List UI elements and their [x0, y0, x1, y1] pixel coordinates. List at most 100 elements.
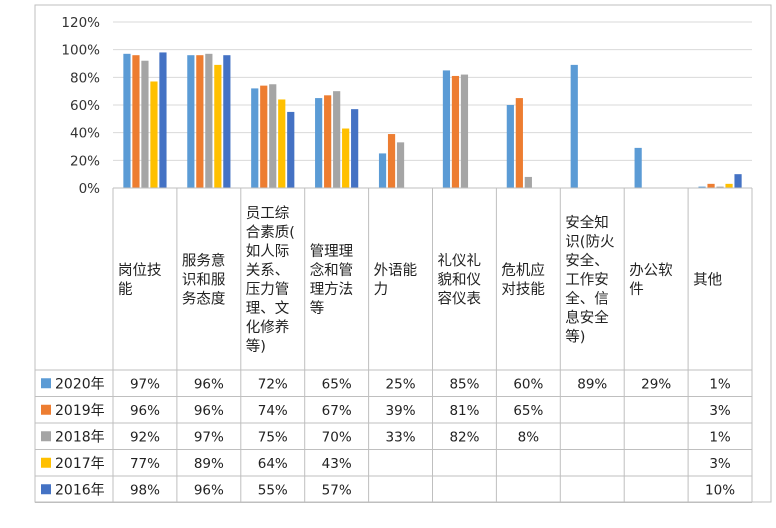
data-label: 39% — [386, 403, 416, 419]
category-label: 员工综 — [246, 205, 290, 222]
data-label: 98% — [130, 482, 160, 498]
data-label: 65% — [513, 403, 543, 419]
data-label: 96% — [194, 403, 224, 419]
legend-swatch — [41, 431, 51, 442]
legend-swatch — [41, 378, 51, 389]
bar — [396, 142, 405, 188]
category-label: 岗位技 — [118, 262, 162, 279]
bar — [159, 52, 167, 188]
bar — [698, 186, 706, 188]
bar — [123, 53, 131, 188]
category-label: 识(防火 — [565, 234, 614, 251]
category-label: 能 — [118, 281, 133, 298]
category-label: 容仪表 — [438, 291, 482, 308]
data-label: 55% — [258, 482, 288, 498]
category-label: 其他 — [693, 272, 722, 289]
category-label: 外语能 — [374, 262, 418, 279]
legend-label: 2019年 — [55, 403, 105, 419]
data-label: 96% — [130, 403, 160, 419]
category-label: 息安全 — [565, 309, 609, 327]
bar — [524, 176, 532, 188]
data-label: 60% — [513, 376, 543, 392]
category-label: 理、文 — [246, 300, 290, 317]
legend-label: 2017年 — [55, 456, 105, 472]
bar — [214, 64, 222, 188]
data-label: 85% — [449, 376, 479, 392]
bar — [506, 105, 514, 188]
bar — [260, 85, 268, 188]
category-label: 礼仪礼 — [438, 253, 482, 270]
bar — [351, 109, 359, 188]
bar — [387, 134, 396, 188]
data-label: 89% — [194, 456, 224, 472]
category-label: 全、信 — [565, 290, 609, 308]
y-tick-label: 20% — [70, 153, 100, 169]
bar — [634, 147, 642, 188]
category-label: 办公软 — [629, 262, 673, 279]
legend-swatch — [41, 404, 51, 415]
data-label: 8% — [518, 429, 540, 445]
data-label: 77% — [130, 456, 160, 472]
bar — [734, 174, 742, 188]
bar — [451, 75, 460, 188]
category-label: 合素质( — [246, 224, 295, 241]
category-label: 务态度 — [182, 291, 226, 308]
bar — [278, 99, 286, 188]
category-label: 化修养 — [246, 319, 289, 336]
category-label: 力 — [374, 281, 389, 298]
category-label: 识和服 — [182, 272, 226, 289]
data-label: 67% — [322, 403, 352, 419]
bar — [315, 98, 323, 188]
legend-swatch — [41, 457, 51, 468]
bar — [269, 84, 277, 188]
bar — [251, 88, 259, 188]
category-label: 安全、 — [565, 252, 609, 270]
y-tick-label: 100% — [61, 43, 100, 59]
category-label: 貌和仪 — [438, 272, 482, 289]
data-label: 97% — [130, 376, 160, 392]
bar — [132, 55, 140, 189]
data-label: 64% — [258, 456, 288, 472]
bar — [205, 53, 213, 188]
y-tick-label: 60% — [70, 98, 100, 114]
bar — [725, 183, 733, 188]
legend-swatch — [41, 484, 51, 495]
bar — [707, 183, 715, 188]
data-label: 97% — [194, 429, 224, 445]
bar — [324, 95, 332, 188]
data-label: 33% — [386, 429, 416, 445]
category-label: 关系、 — [246, 262, 289, 279]
data-label: 82% — [449, 429, 479, 445]
data-label: 70% — [322, 429, 352, 445]
data-label: 65% — [322, 376, 352, 392]
category-label: 工作安 — [565, 272, 609, 289]
bar — [460, 74, 469, 188]
category-label: 等 — [310, 299, 325, 317]
category-label: 念和管 — [310, 261, 354, 279]
y-tick-label: 80% — [70, 70, 100, 86]
category-label: 等) — [565, 328, 585, 346]
data-label: 81% — [449, 403, 479, 419]
data-label: 89% — [577, 376, 607, 392]
y-tick-label: 0% — [79, 181, 101, 197]
bar — [333, 91, 341, 188]
bar — [716, 186, 724, 188]
data-label: 25% — [386, 376, 416, 392]
category-label: 如人际 — [246, 243, 289, 260]
bar — [141, 60, 149, 188]
category-label: 理方法 — [310, 281, 354, 298]
data-label: 96% — [194, 376, 224, 392]
data-label: 43% — [322, 456, 352, 472]
data-label: 10% — [705, 482, 735, 498]
data-label: 29% — [641, 376, 671, 392]
category-label: 管理理 — [310, 243, 354, 260]
data-label: 75% — [258, 429, 288, 445]
data-label: 1% — [709, 376, 731, 392]
category-label: 压力管 — [246, 281, 289, 298]
legend-label: 2018年 — [55, 429, 105, 445]
y-tick-label: 40% — [70, 126, 100, 142]
data-label: 74% — [258, 403, 288, 419]
data-label: 3% — [709, 456, 731, 472]
data-label: 72% — [258, 376, 288, 392]
